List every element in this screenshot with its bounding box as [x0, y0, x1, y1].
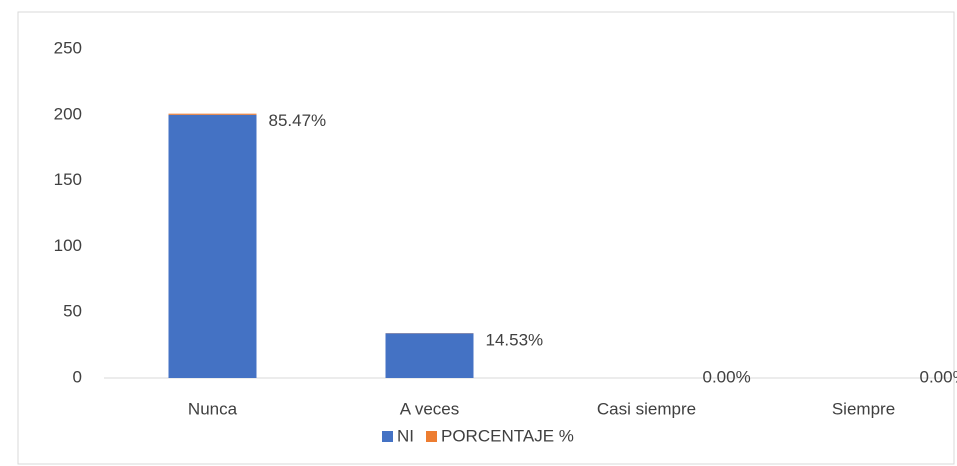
y-tick-label: 200 — [54, 104, 82, 123]
legend-label: PORCENTAJE % — [441, 426, 574, 445]
bar-segment — [168, 113, 257, 115]
data-label: 85.47% — [269, 111, 327, 130]
x-tick-label: Siempre — [832, 399, 895, 418]
chart-border — [17, 11, 955, 465]
y-tick-label: 150 — [54, 170, 82, 189]
y-tick-label: 250 — [54, 38, 82, 57]
y-tick-label: 50 — [63, 302, 82, 321]
legend-swatch — [426, 431, 437, 442]
data-label: 0.00% — [920, 367, 957, 386]
data-label: 0.00% — [703, 367, 751, 386]
bar-segment — [168, 114, 257, 379]
y-tick-label: 100 — [54, 236, 82, 255]
legend-label: NI — [397, 426, 414, 445]
data-label: 14.53% — [486, 331, 544, 350]
x-tick-label: A veces — [400, 399, 460, 418]
y-tick-label: 0 — [73, 367, 82, 386]
x-tick-label: Nunca — [188, 399, 238, 418]
bar-segment — [385, 333, 474, 378]
x-tick-label: Casi siempre — [597, 399, 696, 418]
legend-swatch — [382, 431, 393, 442]
